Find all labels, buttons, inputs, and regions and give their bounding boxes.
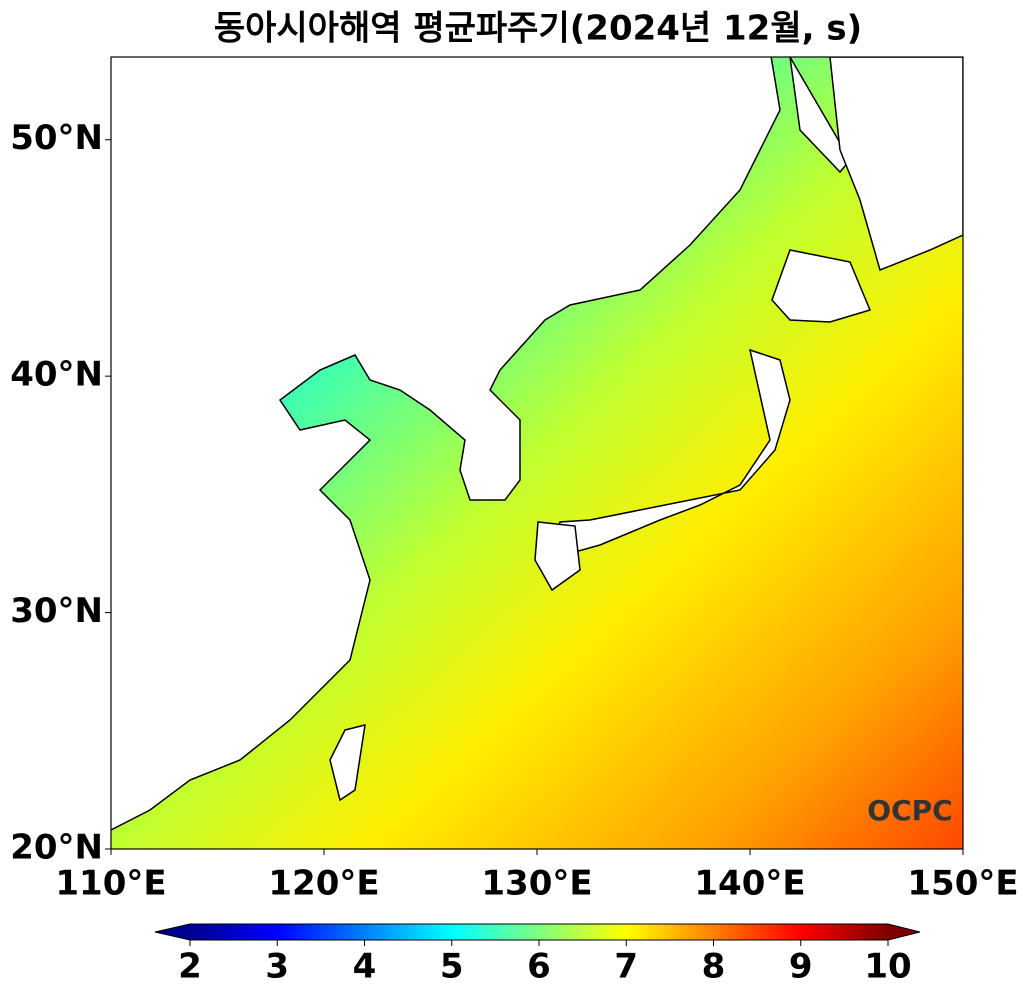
colorbar-tick-label: 7 bbox=[614, 947, 638, 987]
continent bbox=[111, 57, 781, 832]
colorbar-tick-label: 4 bbox=[353, 947, 377, 987]
x-tick-label: 110°E bbox=[55, 864, 166, 904]
y-tick-label: 20°N bbox=[10, 828, 103, 868]
colorbar-extend-high bbox=[888, 924, 920, 940]
x-tick-label: 120°E bbox=[268, 864, 379, 904]
logo: OCPC bbox=[867, 794, 952, 827]
russia-east bbox=[829, 57, 963, 272]
colorbar-tick-label: 8 bbox=[702, 947, 726, 987]
colorbar-tick-label: 3 bbox=[265, 947, 289, 987]
colorbar bbox=[190, 924, 888, 940]
y-tick-label: 30°N bbox=[10, 591, 103, 631]
kyushu bbox=[534, 521, 581, 592]
y-tick-label: 50°N bbox=[10, 118, 103, 158]
map-area bbox=[111, 57, 963, 849]
x-tick-label: 140°E bbox=[694, 864, 805, 904]
y-tick-label: 40°N bbox=[10, 355, 103, 395]
colorbar-tick-label: 2 bbox=[178, 947, 202, 987]
colorbar-extend-low bbox=[155, 924, 190, 940]
colorbar-tick-label: 9 bbox=[789, 947, 813, 987]
colorbar-tick-label: 5 bbox=[440, 947, 464, 987]
x-tick-label: 150°E bbox=[907, 864, 1018, 904]
colorbar-tick-label: 6 bbox=[527, 947, 551, 987]
sakhalin bbox=[789, 57, 851, 174]
x-tick-label: 130°E bbox=[481, 864, 592, 904]
taiwan bbox=[329, 723, 366, 802]
map-title: 동아시아해역 평균파주기(2024년 12월, s) bbox=[214, 9, 862, 49]
honshu bbox=[554, 348, 791, 553]
hokkaido bbox=[771, 249, 872, 323]
colorbar-tick-label: 10 bbox=[864, 947, 911, 987]
